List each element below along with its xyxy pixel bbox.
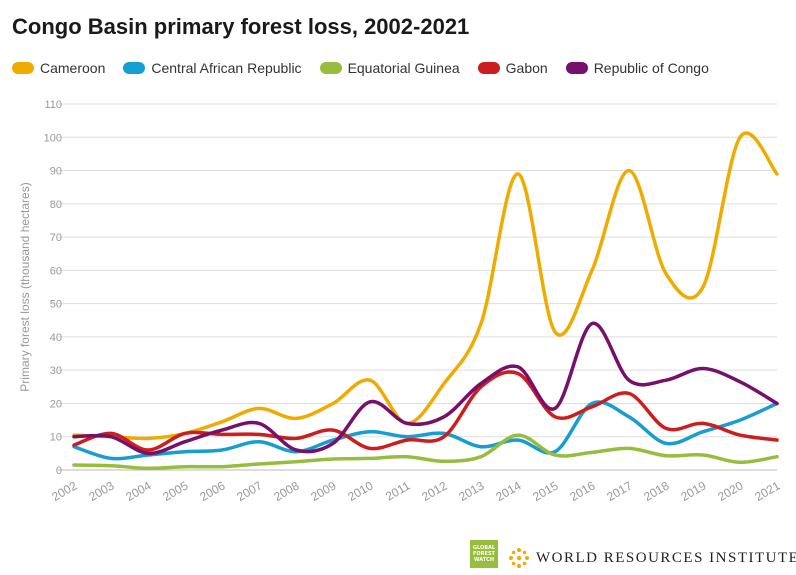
x-tick-label: 2003 <box>86 478 116 504</box>
x-tick-label: 2012 <box>419 478 449 504</box>
legend-swatch <box>565 62 588 74</box>
series-line-cameroon <box>72 131 779 441</box>
series-line-republic-of-congo <box>72 321 779 456</box>
x-tick-label: 2016 <box>567 478 597 504</box>
y-tick-label: 30 <box>50 365 62 377</box>
gfw-logo-line-1: GLOBAL <box>472 545 496 551</box>
legend-item: Cameroon <box>12 60 105 76</box>
x-tick-label: 2004 <box>123 478 153 504</box>
legend-label: Central African Republic <box>151 60 302 76</box>
x-tick-label: 2018 <box>641 478 671 504</box>
x-tick-label: 2010 <box>345 478 375 504</box>
legend-label: Cameroon <box>40 60 106 76</box>
x-tick-label: 2021 <box>752 478 782 504</box>
x-tick-label: 2002 <box>49 478 79 504</box>
legend-swatch <box>12 62 34 74</box>
wri-mark-icon <box>509 548 529 568</box>
x-tick-label: 2017 <box>604 478 634 504</box>
y-tick-label: 10 <box>50 432 62 444</box>
series-line-gabon <box>72 370 779 452</box>
y-tick-label: 60 <box>50 265 62 277</box>
legend-item: Gabon <box>477 60 548 76</box>
legend-item: Republic of Congo <box>565 60 709 76</box>
x-tick-label: 2009 <box>308 478 338 504</box>
gfw-logo-line-2: FOREST <box>473 551 495 557</box>
x-tick-label: 2008 <box>271 478 301 504</box>
footer: GLOBAL FOREST WATCH WORLD RESOURCES INST… <box>470 540 796 574</box>
legend-item: Central African Republic <box>123 60 302 76</box>
x-tick-label: 2019 <box>678 478 708 504</box>
legend-swatch <box>123 62 146 74</box>
legend-label: Republic of Congo <box>593 60 709 76</box>
y-tick-label: 20 <box>50 398 62 410</box>
series-line-equatorial-guinea <box>72 433 779 471</box>
legend-swatch <box>319 62 342 74</box>
x-tick-label: 2015 <box>530 478 560 504</box>
legend: Cameroon Central African Republic Equatori… <box>12 60 709 76</box>
y-axis-label: Primary forest loss (thousand hectares) <box>18 182 32 391</box>
y-tick-label: 90 <box>50 166 62 178</box>
x-tick-label: 2013 <box>456 478 486 504</box>
x-tick-label: 2007 <box>234 478 264 504</box>
wri-logo: WORLD RESOURCES INSTITUTE <box>508 547 796 569</box>
legend-swatch <box>477 62 500 74</box>
y-tick-label: 70 <box>50 232 62 244</box>
global-forest-watch-logo: GLOBAL FOREST WATCH <box>470 540 498 568</box>
wri-wordmark: WORLD RESOURCES INSTITUTE <box>536 549 796 566</box>
y-tick-label: 80 <box>50 199 62 211</box>
x-tick-label: 2020 <box>715 478 745 504</box>
x-tick-label: 2005 <box>160 478 190 504</box>
y-tick-label: 50 <box>50 299 62 311</box>
y-tick-label: 0 <box>56 465 62 477</box>
chart-title: Congo Basin primary forest loss, 2002-20… <box>12 14 470 39</box>
legend-item: Equatorial Guinea <box>319 60 460 76</box>
legend-label: Gabon <box>505 60 548 76</box>
series-line-central-african-republic <box>72 400 779 461</box>
y-tick-label: 40 <box>50 332 62 344</box>
legend-label: Equatorial Guinea <box>347 60 460 76</box>
y-tick-label: 100 <box>44 132 62 144</box>
y-tick-label: 110 <box>44 99 62 111</box>
gfw-logo-line-3: WATCH <box>473 557 495 563</box>
x-tick-label: 2006 <box>197 478 227 504</box>
x-tick-label: 2011 <box>383 478 413 503</box>
x-tick-label: 2014 <box>493 478 523 504</box>
